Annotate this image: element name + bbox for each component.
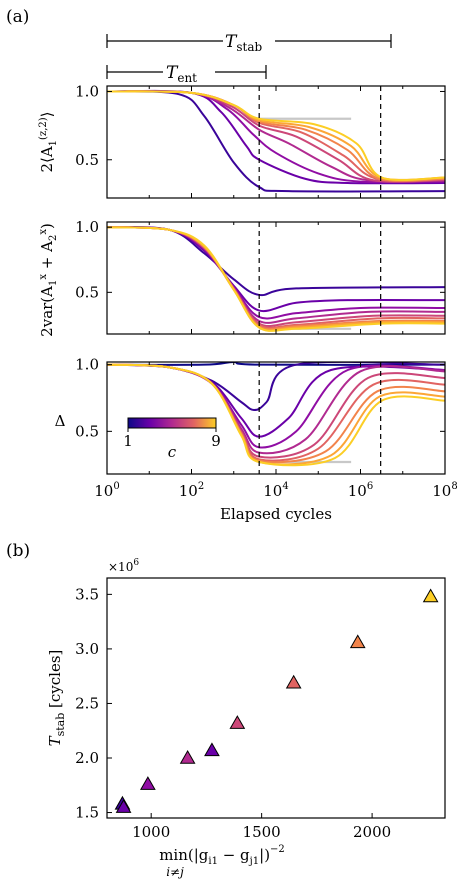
t-stab-annotation: Tstab bbox=[106, 32, 392, 54]
a-middle-frame bbox=[106, 221, 446, 335]
series-line-c6-6 bbox=[107, 363, 445, 462]
a-top-frame bbox=[106, 85, 446, 199]
a-middle-ylabel: 2var(A1x + A2x) bbox=[38, 223, 59, 337]
a-bottom-xlabel: Elapsed cycles bbox=[220, 505, 332, 523]
y-tick-label: 1.0 bbox=[75, 356, 99, 374]
b-y-tick-label: 3.0 bbox=[75, 640, 99, 658]
panel-a-middle: 0.5 1.0 2var(A1x + A2x) bbox=[38, 218, 446, 337]
a-middle-series-group bbox=[107, 226, 445, 332]
b-x-tick-label: 1000 bbox=[132, 823, 170, 841]
b-x-tick-label: 2000 bbox=[353, 823, 391, 841]
b-frame bbox=[106, 577, 446, 819]
t-stab-label: Tstab bbox=[225, 32, 262, 54]
y-tick-label: 0.5 bbox=[75, 151, 99, 169]
scatter-point-6 bbox=[285, 674, 302, 689]
a-bottom-axes: 0.5 1.0 100 102 104 106 108 bbox=[75, 356, 458, 500]
b-axes: 1000 1500 2000 1.5 2.0 2.5 3.0 3.5 bbox=[75, 585, 391, 841]
y-tick-label: 1.0 bbox=[75, 82, 99, 100]
y-tick-label: 0.5 bbox=[75, 422, 99, 440]
scatter-point-1 bbox=[115, 799, 132, 813]
series-line-c6-5 bbox=[107, 226, 445, 329]
panel-label-b: (b) bbox=[6, 541, 30, 561]
colorbar-min-label: 1 bbox=[123, 432, 133, 450]
b-ylabel: Tstab [cycles] bbox=[46, 650, 67, 747]
a-bottom-ylabel: Δ bbox=[55, 412, 66, 430]
panel-a-bottom: 0.5 1.0 100 102 104 106 108 Δ Elapsed cycles 1… bbox=[55, 356, 458, 523]
b-y-tick-label: 1.5 bbox=[75, 804, 99, 822]
scatter-point-5 bbox=[229, 715, 246, 729]
scatter-point-3 bbox=[179, 749, 196, 764]
series-line-c7-6 bbox=[107, 226, 445, 331]
a-bottom-frame bbox=[106, 361, 446, 475]
x-tick-label: 102 bbox=[179, 481, 204, 500]
scatter-point-4 bbox=[204, 742, 220, 757]
b-y-tick-label: 3.5 bbox=[75, 585, 99, 603]
series-line-c8-7 bbox=[107, 90, 445, 181]
b-xlabel: min(|gi1 − gj1|)−2 i≠j bbox=[159, 844, 285, 879]
a-top-axes: 0.5 1.0 bbox=[75, 82, 446, 198]
series-line-c1-0 bbox=[107, 226, 445, 297]
a-top-series-group bbox=[107, 89, 445, 193]
series-line-c3-2 bbox=[107, 226, 445, 320]
series-line-c2-1 bbox=[107, 226, 445, 313]
y-tick-label: 0.5 bbox=[75, 283, 99, 301]
colorbar-label: c bbox=[168, 443, 177, 461]
scatter-point-7 bbox=[349, 634, 366, 649]
y-tick-label: 1.0 bbox=[75, 218, 99, 236]
x-tick-label: 100 bbox=[94, 481, 119, 500]
a-top-ylabel: 2⟨A1(z,2)⟩ bbox=[38, 111, 59, 172]
t-ent-annotation: Tent bbox=[106, 63, 267, 85]
x-tick-label: 108 bbox=[432, 481, 457, 500]
t-ent-label: Tent bbox=[166, 63, 197, 85]
svg-text:i≠j: i≠j bbox=[166, 865, 184, 879]
a-bottom-series-group bbox=[107, 362, 445, 467]
scatter-point-2 bbox=[140, 776, 156, 790]
series-line-c9-8 bbox=[107, 226, 445, 332]
x-tick-label: 106 bbox=[348, 481, 373, 500]
b-points-group bbox=[114, 588, 439, 813]
svg-text:min(|gi1 − gj1|)−2: min(|gi1 − gj1|)−2 bbox=[159, 844, 285, 867]
colorbar: 1 9 c bbox=[123, 417, 221, 461]
series-line-c1-1 bbox=[107, 362, 445, 412]
b-y-multiplier: ×106 bbox=[108, 558, 139, 574]
series-line-c1-0 bbox=[107, 90, 445, 193]
panel-b: 1000 1500 2000 1.5 2.0 2.5 3.0 3.5 ×106 Tstab [… bbox=[46, 558, 446, 879]
colorbar-max-label: 9 bbox=[211, 432, 221, 450]
panel-label-a: (a) bbox=[6, 7, 29, 27]
b-y-tick-label: 2.5 bbox=[75, 694, 99, 712]
panel-a-top: 0.5 1.0 2⟨A1(z,2)⟩ bbox=[38, 82, 446, 199]
x-tick-label: 104 bbox=[263, 481, 288, 500]
b-y-tick-label: 2.0 bbox=[75, 749, 99, 767]
colorbar-gradient bbox=[127, 417, 217, 429]
series-line-c9-8 bbox=[107, 90, 445, 182]
b-x-tick-label: 1500 bbox=[243, 823, 281, 841]
scatter-point-8 bbox=[422, 588, 439, 603]
